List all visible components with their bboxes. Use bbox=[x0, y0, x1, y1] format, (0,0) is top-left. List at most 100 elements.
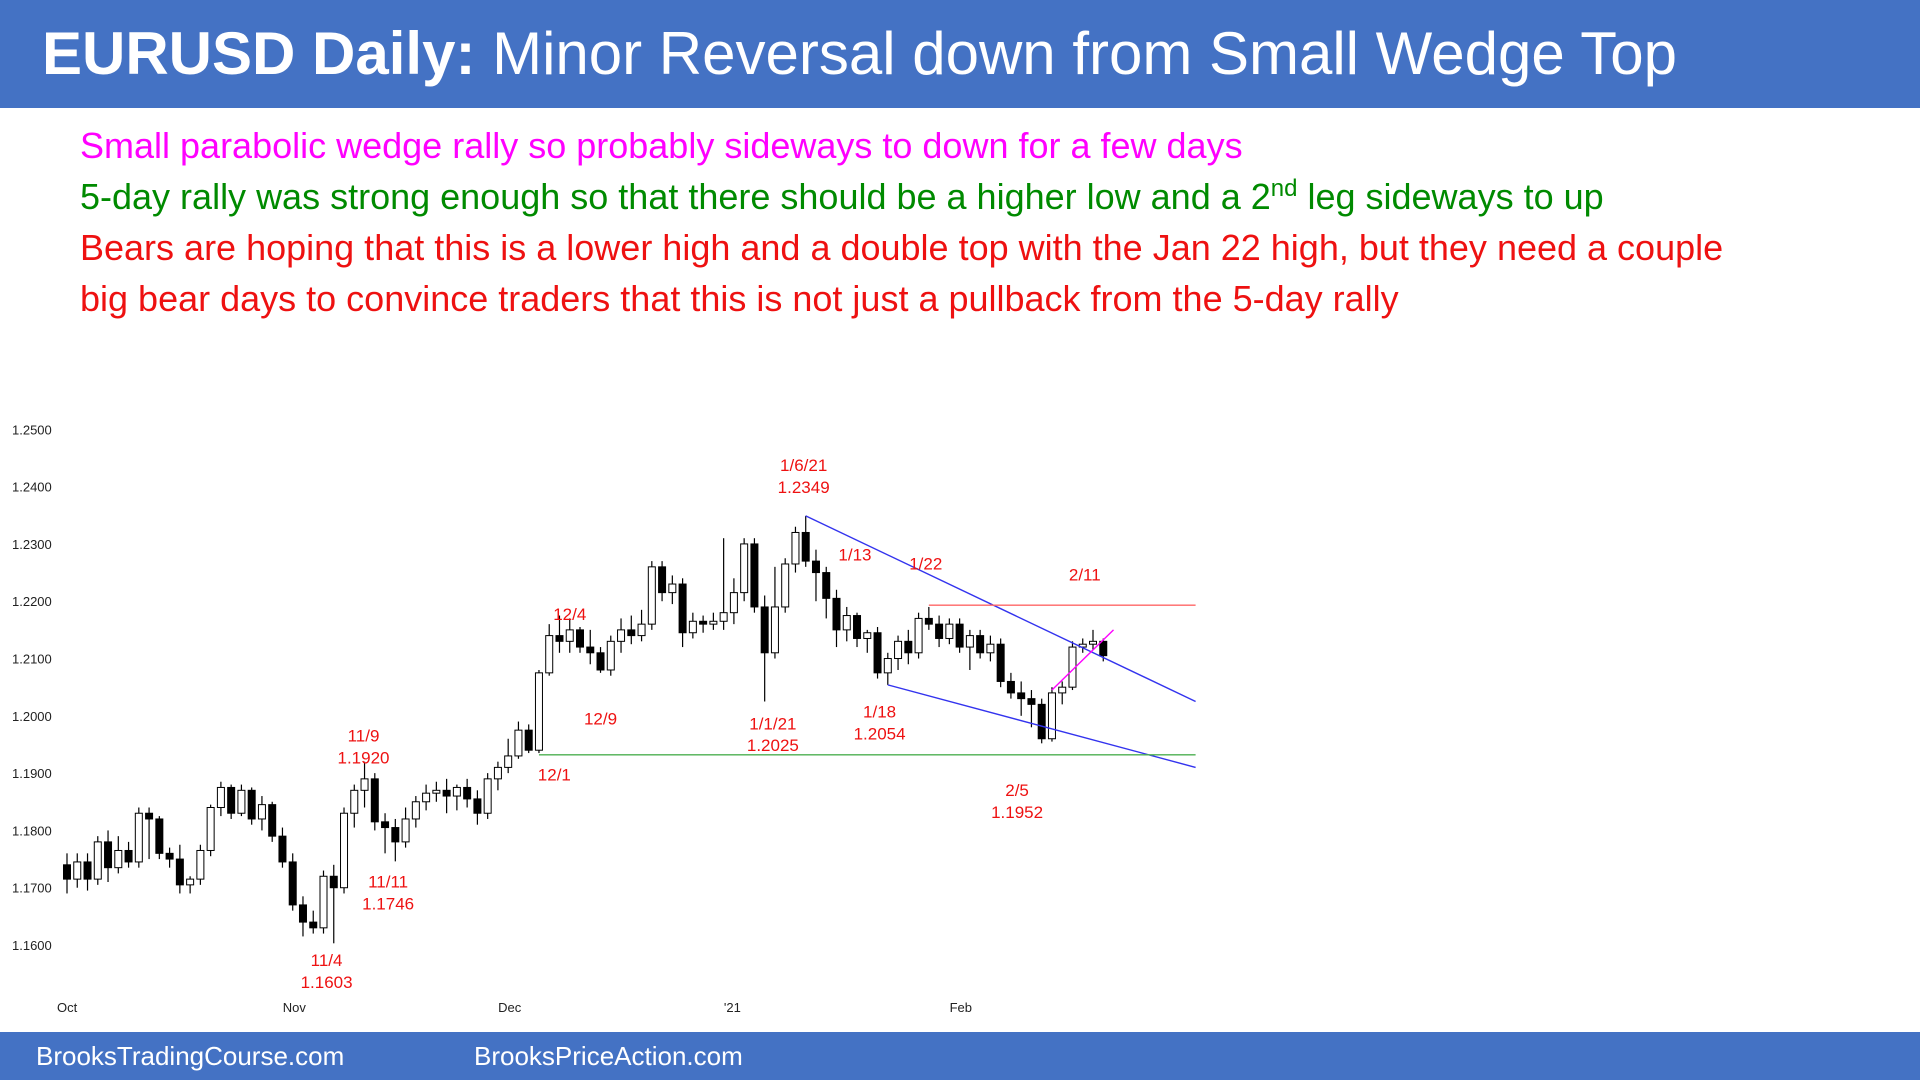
bear-candle bbox=[822, 572, 831, 599]
y-tick-label: 1.2300 bbox=[12, 537, 52, 552]
annotation-label: 1/6/21 bbox=[780, 456, 827, 475]
bear-candle bbox=[124, 849, 133, 863]
bull-candle bbox=[422, 792, 431, 803]
bear-candle bbox=[678, 583, 687, 634]
bear-candle bbox=[955, 623, 964, 648]
bull-candle bbox=[319, 875, 328, 929]
bear-candle bbox=[247, 789, 256, 820]
annotation-label: 12/1 bbox=[538, 766, 571, 785]
bear-candle bbox=[596, 652, 605, 671]
bear-candle bbox=[904, 640, 913, 654]
bear-candle bbox=[309, 921, 318, 929]
bear-candle bbox=[627, 629, 636, 637]
bull-candle bbox=[401, 818, 410, 843]
y-tick-label: 1.2500 bbox=[12, 422, 52, 437]
bear-candle bbox=[1027, 698, 1036, 705]
x-tick-label: Dec bbox=[498, 1000, 522, 1015]
bull-candle bbox=[842, 615, 851, 631]
bear-candle bbox=[699, 620, 708, 625]
bull-candle bbox=[668, 583, 677, 594]
bear-candle bbox=[227, 786, 236, 814]
title-subtitle: Minor Reversal down from Small Wedge Top bbox=[475, 20, 1678, 87]
bear-candle bbox=[165, 852, 174, 860]
bull-candle bbox=[945, 623, 954, 639]
bull-candle bbox=[863, 632, 872, 639]
footer-right-link[interactable]: BrooksPriceAction.com bbox=[474, 1041, 743, 1071]
note-line-4: big bear days to convince traders that t… bbox=[80, 278, 1399, 319]
bear-candle bbox=[760, 606, 769, 654]
bear-candle bbox=[63, 864, 71, 880]
bull-candle bbox=[1058, 686, 1067, 694]
bear-candle bbox=[873, 632, 882, 674]
title-symbol: EURUSD Daily: bbox=[42, 20, 476, 87]
bull-candle bbox=[483, 778, 492, 814]
bear-candle bbox=[524, 729, 533, 751]
bull-candle bbox=[216, 786, 225, 809]
candlestick-chart: 1.2500 1.2400 1.2300 1.2200 1.2100 1.2000 1.19… bbox=[12, 422, 1196, 1015]
note-line-2: 5-day rally was strong enough so that th… bbox=[80, 171, 1723, 222]
bull-candle bbox=[647, 566, 656, 625]
note-line-2-pre: 5-day rally was strong enough so that th… bbox=[80, 176, 1271, 217]
bull-candle bbox=[894, 640, 903, 660]
bull-candle bbox=[883, 658, 892, 674]
bull-candle bbox=[729, 592, 738, 614]
bull-candle bbox=[770, 606, 779, 654]
annotation-label: 11/4 bbox=[311, 951, 343, 970]
bull-candle bbox=[257, 804, 266, 820]
bear-candle bbox=[832, 597, 841, 631]
bear-candle bbox=[811, 560, 820, 574]
note-line-3: Bears are hoping that this is a lower hi… bbox=[80, 227, 1724, 268]
annotation-label: 1.1603 bbox=[301, 973, 353, 992]
bull-candle bbox=[340, 812, 349, 889]
annotation-label: 11/9 bbox=[348, 727, 380, 746]
commentary: Small parabolic wedge rally so probably … bbox=[80, 120, 1723, 324]
footer-left-link[interactable]: BrooksTradingCourse.com bbox=[36, 1041, 345, 1071]
y-tick-label: 1.2400 bbox=[12, 480, 52, 495]
bear-candle bbox=[463, 786, 472, 800]
annotation-label: 1.2349 bbox=[778, 478, 830, 497]
bear-candle bbox=[288, 861, 297, 906]
bear-candle bbox=[83, 861, 92, 880]
bear-candle bbox=[175, 858, 184, 886]
footer-bar: BrooksTradingCourse.com BrooksPriceActio… bbox=[0, 1032, 1920, 1080]
bear-candle bbox=[329, 875, 338, 889]
note-line-2-post: leg sideways to up bbox=[1297, 176, 1604, 217]
annotation-label: 1.1746 bbox=[362, 894, 414, 913]
bear-candle bbox=[1017, 692, 1026, 700]
bull-candle bbox=[196, 849, 205, 880]
bear-candle bbox=[370, 778, 379, 823]
bear-candle bbox=[1006, 680, 1015, 694]
bear-candle bbox=[924, 617, 933, 625]
bear-candle bbox=[750, 543, 759, 608]
bear-candle bbox=[391, 827, 400, 843]
y-tick-label: 1.2200 bbox=[12, 594, 52, 609]
annotation-label: 1.1952 bbox=[991, 803, 1043, 822]
bull-candle bbox=[360, 778, 369, 791]
bear-candle bbox=[801, 531, 810, 562]
bull-candle bbox=[114, 849, 123, 869]
annotation-label: 2/11 bbox=[1069, 566, 1101, 585]
bear-candle bbox=[145, 812, 154, 820]
bull-candle bbox=[186, 878, 195, 886]
y-tick-label: 1.1700 bbox=[12, 881, 52, 896]
lower-trendline bbox=[887, 684, 1196, 769]
bull-candle bbox=[93, 841, 102, 880]
bull-candle bbox=[914, 617, 923, 654]
bull-candle bbox=[432, 789, 441, 794]
bull-candle bbox=[617, 629, 626, 642]
x-tick-label: '21 bbox=[724, 1000, 741, 1015]
annotation-label: 1/18 bbox=[863, 703, 896, 722]
bear-candle bbox=[935, 623, 944, 639]
annotation-label: 11/11 bbox=[368, 873, 408, 892]
bull-candle bbox=[534, 672, 543, 751]
bear-candle bbox=[442, 789, 451, 797]
y-tick-label: 1.2100 bbox=[12, 652, 52, 667]
bull-candle bbox=[781, 563, 790, 608]
bear-candle bbox=[658, 566, 667, 594]
bear-candle bbox=[473, 798, 482, 814]
bull-candle bbox=[411, 801, 420, 820]
bull-candle bbox=[740, 543, 749, 594]
annotation-label: 1/22 bbox=[909, 555, 942, 574]
bear-candle bbox=[576, 629, 584, 648]
bull-candle bbox=[986, 643, 995, 654]
